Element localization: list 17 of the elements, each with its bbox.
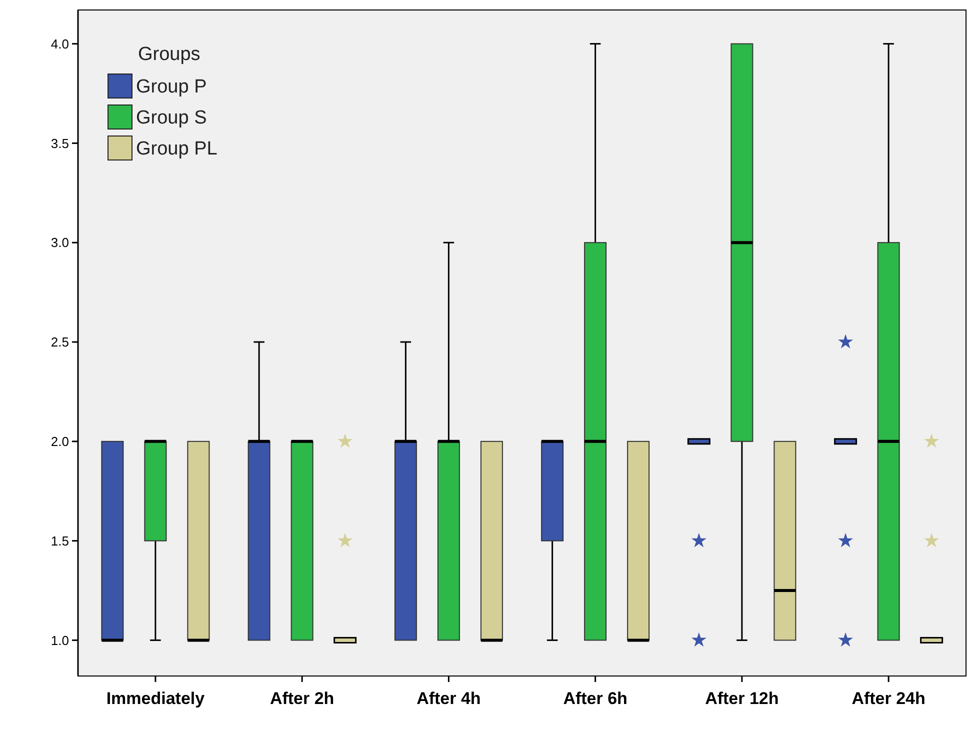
- x-tick-label: After 12h: [705, 689, 779, 708]
- y-tick-label: 2.5: [50, 334, 69, 350]
- y-tick-label: 1.0: [50, 632, 69, 648]
- x-tick-label: After 6h: [563, 689, 628, 708]
- legend-label: Group P: [136, 76, 207, 98]
- y-tick-label: 3.5: [50, 136, 69, 151]
- y-tick-label: 1.5: [50, 533, 69, 548]
- legend-label: Group S: [136, 108, 207, 129]
- x-tick-label: After 2h: [270, 689, 334, 708]
- x-tick-label: Immediately: [106, 689, 206, 708]
- y-tick-label: 4.0: [50, 36, 69, 52]
- legend-title: Groups: [138, 44, 200, 65]
- y-tick-label: 3.0: [50, 235, 69, 250]
- x-tick-label: After 4h: [416, 689, 481, 708]
- y-tick-label: 2.0: [50, 434, 69, 449]
- x-tick-label: After 24h: [852, 689, 926, 708]
- legend-label: Group PL: [136, 138, 218, 160]
